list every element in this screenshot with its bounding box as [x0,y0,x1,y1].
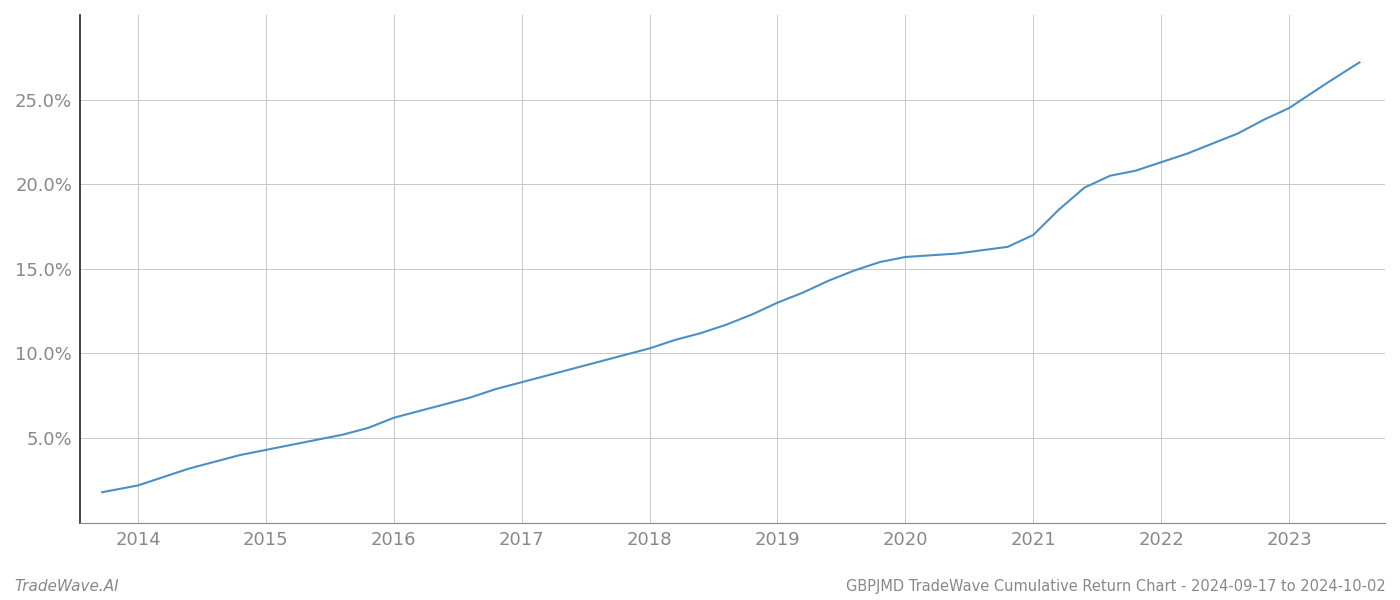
Text: GBPJMD TradeWave Cumulative Return Chart - 2024-09-17 to 2024-10-02: GBPJMD TradeWave Cumulative Return Chart… [846,579,1386,594]
Text: TradeWave.AI: TradeWave.AI [14,579,119,594]
